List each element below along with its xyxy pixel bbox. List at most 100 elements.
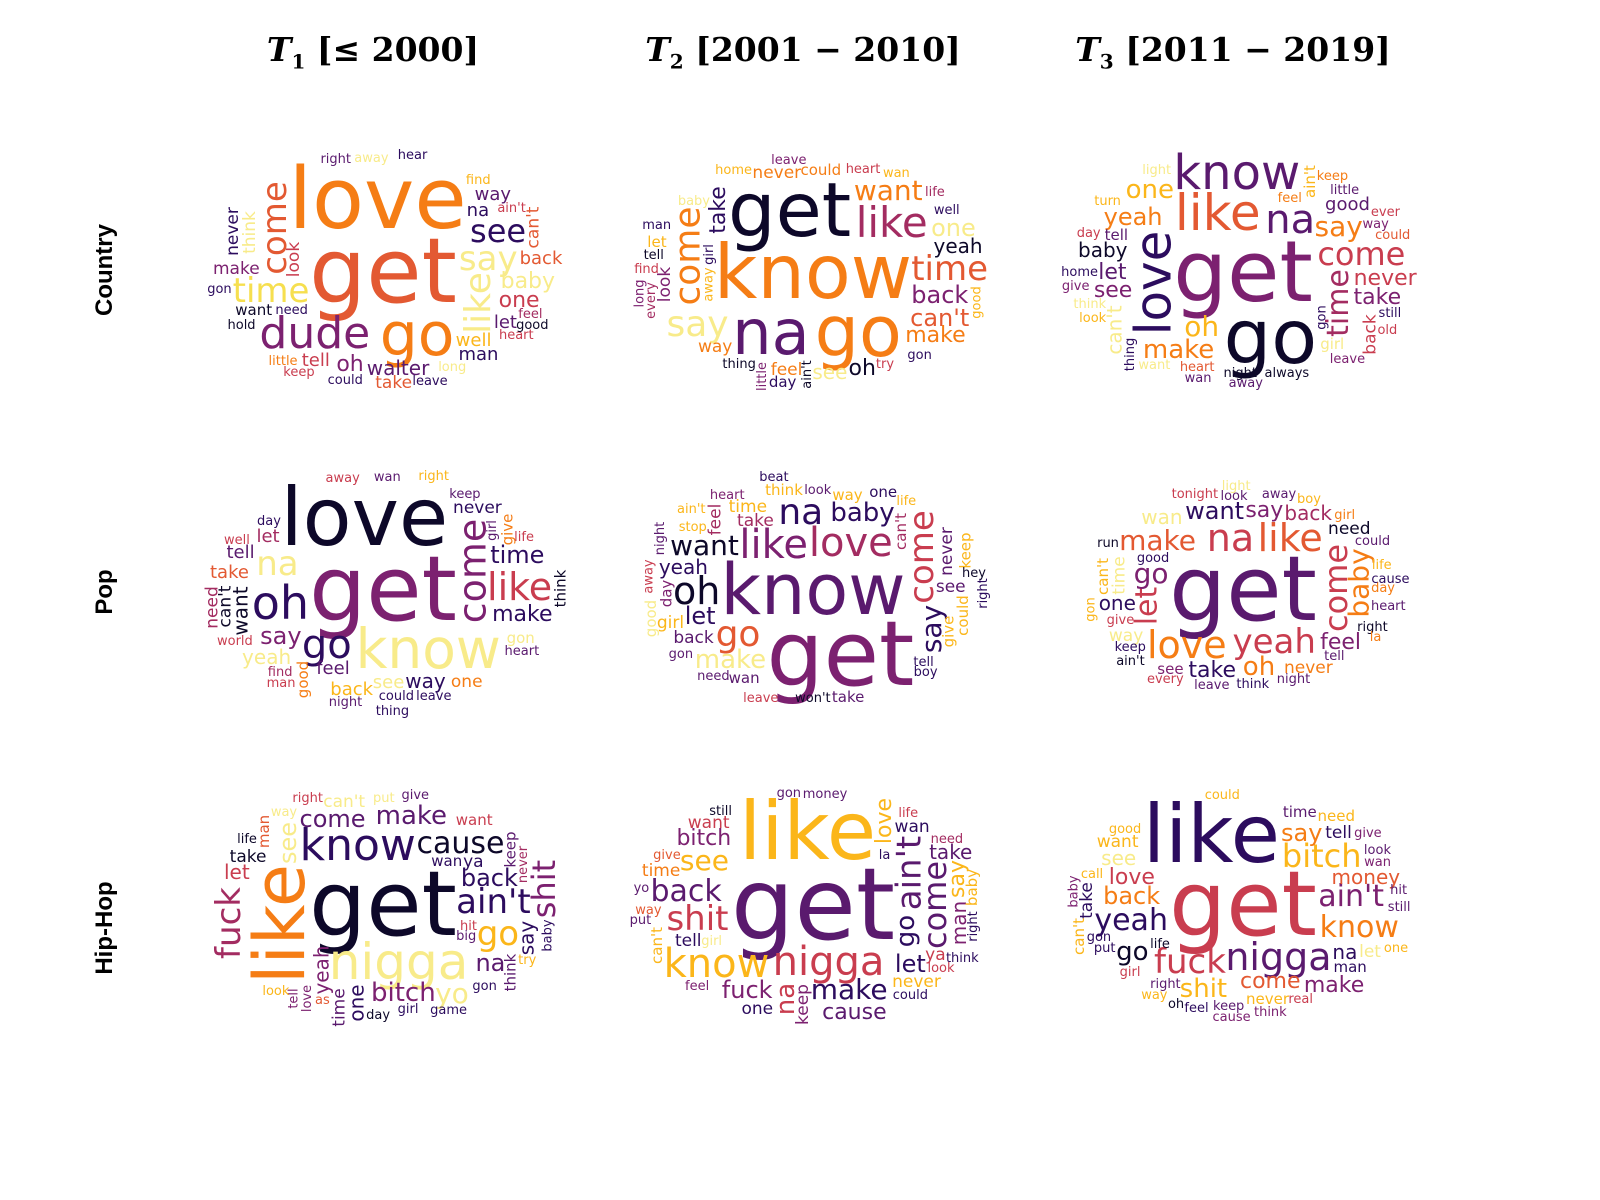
cloud-word: good — [970, 285, 986, 319]
cloud-word: go — [814, 290, 902, 373]
cloud-word: want — [1185, 497, 1245, 526]
cloud-word: ain't — [677, 501, 706, 517]
cloud-word: oh — [251, 575, 310, 630]
cloud-word: leave — [412, 374, 448, 390]
cloud-word: see — [1101, 846, 1137, 871]
cloud-word: yeah — [1094, 902, 1168, 938]
cloud-word: leave — [416, 689, 452, 705]
cloud-word: see — [1093, 277, 1133, 303]
cloud-word: tell — [226, 542, 255, 564]
column-title-t3: T3 [2011 − 2019] — [1075, 30, 1391, 74]
cloud-word: like — [1142, 788, 1280, 882]
cloud-word: let — [223, 860, 250, 885]
cloud-word: love — [1108, 865, 1155, 891]
cloud-word: away — [701, 267, 717, 302]
cloud-word: game — [430, 1003, 468, 1019]
cloud-word: heart — [504, 643, 540, 659]
cloud-word: never — [1353, 265, 1417, 291]
cloud-word: one — [931, 213, 976, 242]
cloud-word: tell — [301, 349, 330, 371]
cloud-word: way — [697, 337, 733, 358]
cloud-word: baby — [1078, 237, 1128, 262]
cloud-word: bitch — [676, 826, 732, 852]
cloud-word: hit — [1390, 882, 1408, 898]
cloud-word: make — [375, 800, 448, 831]
cloud-word: back — [1284, 501, 1332, 526]
cloud-word: night — [1223, 365, 1257, 381]
cloud-word: need — [275, 302, 308, 318]
cloud-word: still — [1387, 899, 1411, 915]
cloud-word: give — [653, 847, 681, 863]
cloud-word: day — [256, 513, 281, 529]
cloud-word: leave — [1329, 352, 1366, 368]
cloud-word: get — [1173, 222, 1313, 322]
cloud-word: away — [325, 470, 360, 486]
cloud-word: well — [933, 202, 960, 218]
cloud-word: shit — [1179, 973, 1228, 1004]
cloud-word: want — [853, 174, 923, 208]
cloud-word: never — [892, 971, 941, 992]
cloud-word: night — [328, 695, 363, 711]
cloud-word: feel — [704, 503, 725, 536]
cloud-word: right — [975, 578, 991, 609]
cloud-word: bitch — [1281, 836, 1362, 875]
cloud-word: let — [1129, 586, 1165, 625]
cloud-word: fuck — [1154, 942, 1226, 983]
cloud-word: life — [896, 494, 917, 510]
cloud-word: girl — [701, 933, 723, 949]
cloud-word: keep — [283, 365, 315, 381]
cloud-word: girl — [1334, 508, 1356, 524]
cloud-word: need — [202, 586, 223, 629]
cloud-word: back — [330, 678, 374, 700]
cloud-word: little — [1330, 183, 1360, 199]
cloud-word: tell — [643, 248, 664, 264]
cloud-word: time — [1282, 802, 1317, 821]
cloud-word: go — [1116, 937, 1149, 968]
cloud-word: feel — [1320, 629, 1362, 655]
cloud-word: never — [516, 845, 532, 884]
cloud-word: gon — [1086, 930, 1112, 946]
cloud-word: could — [327, 373, 363, 389]
cloud-word: yeah — [1232, 622, 1316, 663]
cloud-word: man — [458, 344, 499, 366]
cloud-word: way — [635, 902, 662, 918]
cloud-word: oh — [1184, 309, 1220, 343]
cloud-word: let — [894, 949, 926, 978]
cloud-word: heart — [709, 488, 745, 504]
cloud-word: love — [871, 797, 897, 845]
cloud-word: wan — [882, 165, 910, 181]
cloud-word: one — [869, 482, 898, 501]
cloud-word: right — [965, 911, 981, 943]
cloud-word: day — [657, 580, 676, 608]
cloud-word: baby — [1066, 875, 1082, 908]
cloud-word: say — [1281, 818, 1323, 847]
cloud-word: think — [1253, 1005, 1287, 1021]
cloud-word: feel — [770, 359, 803, 380]
cloud-word: ain't — [1318, 878, 1384, 914]
cloud-word: time — [232, 271, 310, 312]
cloud-word: hey — [961, 566, 986, 582]
cloud-word: tell — [674, 931, 702, 952]
cloud-word: put — [629, 913, 652, 929]
cloud-word: baby — [677, 193, 710, 209]
cloud-word: little — [755, 361, 771, 391]
cloud-word: say — [1314, 210, 1363, 243]
cloud-word: thing — [722, 357, 756, 373]
cloud-word: never — [937, 526, 958, 576]
cloud-word: na — [1206, 515, 1255, 560]
cloud-word: ya — [925, 945, 946, 966]
cloud-word: na — [778, 491, 824, 533]
cloud-word: good — [293, 661, 312, 699]
cloud-word: life — [1150, 936, 1170, 952]
cloud-word: need — [1317, 807, 1356, 826]
cloud-word: way — [1141, 987, 1168, 1003]
cloud-word: ain't — [1116, 653, 1145, 669]
cloud-word: say — [666, 304, 729, 346]
cloud-word: oh — [1167, 996, 1185, 1012]
cloud-word: thing — [1123, 337, 1139, 371]
cloud-word: gon — [472, 979, 497, 995]
cloud-word: baby — [540, 918, 556, 952]
cloud-word: na — [256, 544, 299, 585]
cloud-word: fuck — [721, 976, 773, 1005]
cloud-word: love — [1146, 623, 1227, 668]
